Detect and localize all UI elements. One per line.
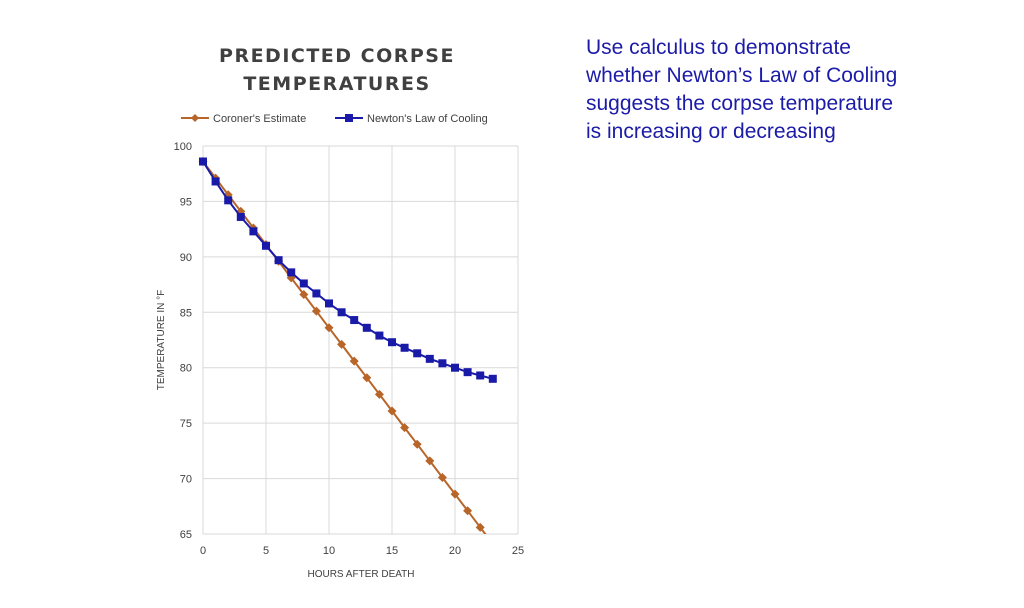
- data-point-newton: [262, 241, 270, 250]
- x-tick-label: 20: [449, 545, 461, 557]
- data-point-newton: [438, 359, 447, 368]
- x-tick-label: 15: [386, 545, 398, 557]
- data-point-coroner: [412, 439, 422, 449]
- data-point-coroner: [374, 389, 384, 399]
- y-tick-label: 85: [180, 307, 192, 319]
- x-tick-label: 10: [323, 545, 335, 557]
- data-point-newton: [325, 299, 333, 308]
- y-tick-label: 75: [180, 418, 192, 430]
- series-line-newton: [202, 160, 494, 380]
- data-point-newton: [287, 268, 296, 277]
- data-point-coroner: [425, 456, 435, 466]
- data-point-coroner: [337, 339, 347, 349]
- prompt-line: Use calculus to demonstrate: [586, 36, 851, 59]
- legend: Coroner's Estimate Newton's Law of Cooli…: [181, 113, 488, 125]
- data-point-newton: [375, 331, 384, 340]
- data-point-newton: [413, 349, 422, 358]
- legend-label-coroner: Coroner's Estimate: [213, 113, 306, 125]
- data-point-newton: [451, 363, 459, 372]
- x-axis-title: HOURS AFTER DEATH: [307, 569, 414, 580]
- series-newton: [199, 157, 497, 383]
- y-tick-label: 80: [180, 363, 192, 375]
- data-point-coroner: [299, 290, 309, 300]
- data-point-newton: [337, 308, 346, 317]
- x-tick-label: 5: [263, 545, 269, 557]
- prompt-line: whether Newton’s Law of Cooling: [586, 64, 898, 87]
- series-layer: [198, 157, 497, 548]
- chart-title-line-1: PREDICTED CORPSE: [219, 45, 455, 67]
- data-point-coroner: [387, 406, 397, 416]
- data-point-coroner: [450, 489, 460, 499]
- series-line-coroner: [202, 160, 487, 534]
- data-point-newton: [400, 343, 409, 352]
- data-point-newton: [488, 374, 497, 383]
- legend-marker-newton: [345, 114, 353, 122]
- data-point-newton: [224, 196, 233, 205]
- data-point-coroner: [400, 423, 410, 433]
- gridlines: [202, 145, 519, 535]
- data-point-coroner: [437, 472, 447, 482]
- data-point-coroner: [311, 306, 321, 316]
- data-point-newton: [274, 256, 283, 265]
- data-point-coroner: [463, 506, 473, 516]
- data-point-newton: [211, 177, 220, 186]
- prompt-line: is increasing or decreasing: [586, 120, 836, 143]
- question-prompt: Use calculus to demonstrate whether Newt…: [586, 34, 1006, 146]
- tick-labels: 65 70 75 80 85 90 95 100 0 5 10 15 20 25: [174, 141, 524, 557]
- y-tick-label: 100: [174, 141, 192, 153]
- y-tick-label: 65: [180, 529, 192, 541]
- data-point-newton: [236, 212, 245, 221]
- y-tick-label: 70: [180, 474, 192, 486]
- line-chart: PREDICTED CORPSE TEMPERATURES Coroner's …: [156, 45, 524, 580]
- data-point-coroner: [349, 356, 359, 366]
- data-point-newton: [463, 368, 472, 377]
- data-point-coroner: [362, 373, 372, 383]
- x-tick-label: 25: [512, 545, 524, 557]
- data-point-coroner: [324, 323, 334, 333]
- data-point-newton: [199, 157, 207, 166]
- prompt-line: suggests the corpse temperature: [586, 92, 894, 115]
- data-point-newton: [362, 323, 371, 332]
- y-tick-label: 90: [180, 252, 192, 264]
- data-point-coroner: [475, 522, 485, 532]
- legend-marker-coroner: [191, 114, 199, 122]
- y-tick-label: 95: [180, 196, 192, 208]
- data-point-newton: [388, 338, 396, 347]
- data-point-coroner: [488, 539, 497, 548]
- data-point-newton: [249, 227, 258, 236]
- x-tick-label: 0: [200, 545, 206, 557]
- data-point-newton: [476, 371, 485, 380]
- legend-label-newton: Newton's Law of Cooling: [367, 113, 488, 125]
- data-point-newton: [299, 279, 308, 288]
- data-point-newton: [312, 289, 321, 298]
- data-point-newton: [425, 354, 434, 363]
- data-point-newton: [350, 316, 359, 325]
- y-axis-title: TEMPERATURE IN °F: [156, 290, 167, 390]
- chart-title-line-2: TEMPERATURES: [243, 73, 430, 95]
